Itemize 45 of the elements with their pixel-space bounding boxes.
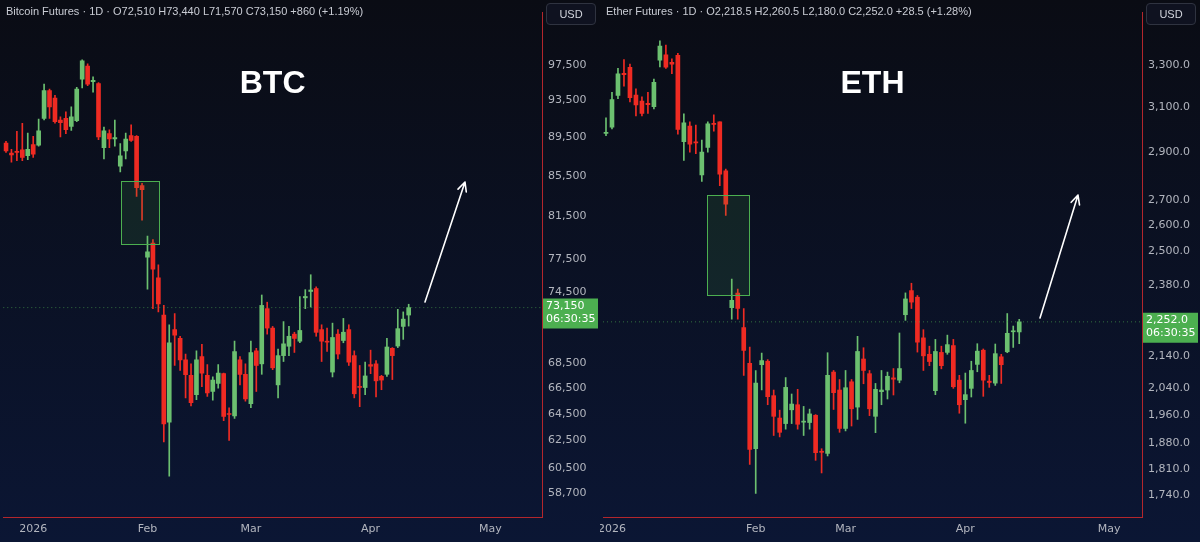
x-tick-label: May [1097,522,1121,536]
y-tick-label: 1,880.0 [1148,436,1190,450]
y-tick-label: 2,600.0 [1148,218,1190,232]
y-axis-title: USD [546,3,596,25]
y-tick-label: 1,960.0 [1148,408,1190,422]
y-tick-label: 66,500 [548,381,587,395]
x-tick-label: Mar [835,522,857,536]
text: BTC [238,64,307,101]
y-tick-label: 58,700 [548,486,587,500]
x-tick-label: May [478,522,503,536]
x-tick-label: Apr [955,522,976,536]
text: ETH [839,64,906,101]
y-tick-label: 97,500 [548,57,587,71]
y-axis-title: USD [1146,3,1196,25]
y-tick-label: 85,500 [548,168,587,182]
x-tick-label: Feb [745,522,766,536]
chart-subtitle: Ether Futures · 1D · O2,218.5 H2,260.5 L2,180.0 C2,252.0 +28.5 (+1.28%) [606,5,972,17]
y-tick-label: 81,500 [548,209,587,223]
y-tick-label: 77,500 [548,251,587,265]
y-tick-label: 2,040.0 [1148,381,1190,395]
x-tick-label: Feb [137,522,158,536]
text: 06:30:35 [546,311,596,325]
y-tick-label: 2,700.0 [1148,192,1190,206]
y-tick-label: 2,900.0 [1148,144,1190,158]
y-tick-label: 62,500 [548,433,587,447]
ref-line-label: 2,252.0 [1146,313,1188,327]
y-tick-label: 1,740.0 [1148,488,1190,502]
y-tick-label: 2,500.0 [1148,244,1190,258]
ref-line-label: 73,150 [546,298,585,312]
y-tick-label: 64,500 [548,406,587,420]
y-tick-label: 2,380.0 [1148,277,1190,291]
y-tick-label: 3,100.0 [1148,99,1190,113]
x-tick-label: Mar [240,522,262,536]
x-tick-label: 2026 [19,522,48,536]
x-tick-label: Apr [361,522,381,536]
y-tick-label: 93,500 [548,92,587,106]
y-tick-label: 2,140.0 [1148,349,1190,363]
y-tick-label: 89,500 [548,129,587,143]
y-tick-label: 1,810.0 [1148,461,1190,475]
chart-subtitle: Bitcoin Futures · 1D · O72,510 H73,440 L71,570 C73,150 +860 (+1.19%) [6,5,364,17]
text: 06:30:35 [1146,326,1196,340]
y-tick-label: 3,300.0 [1148,57,1190,71]
y-tick-label: 68,500 [548,355,587,369]
y-tick-label: 60,500 [548,460,587,474]
y-tick-label: 74,500 [548,285,587,299]
